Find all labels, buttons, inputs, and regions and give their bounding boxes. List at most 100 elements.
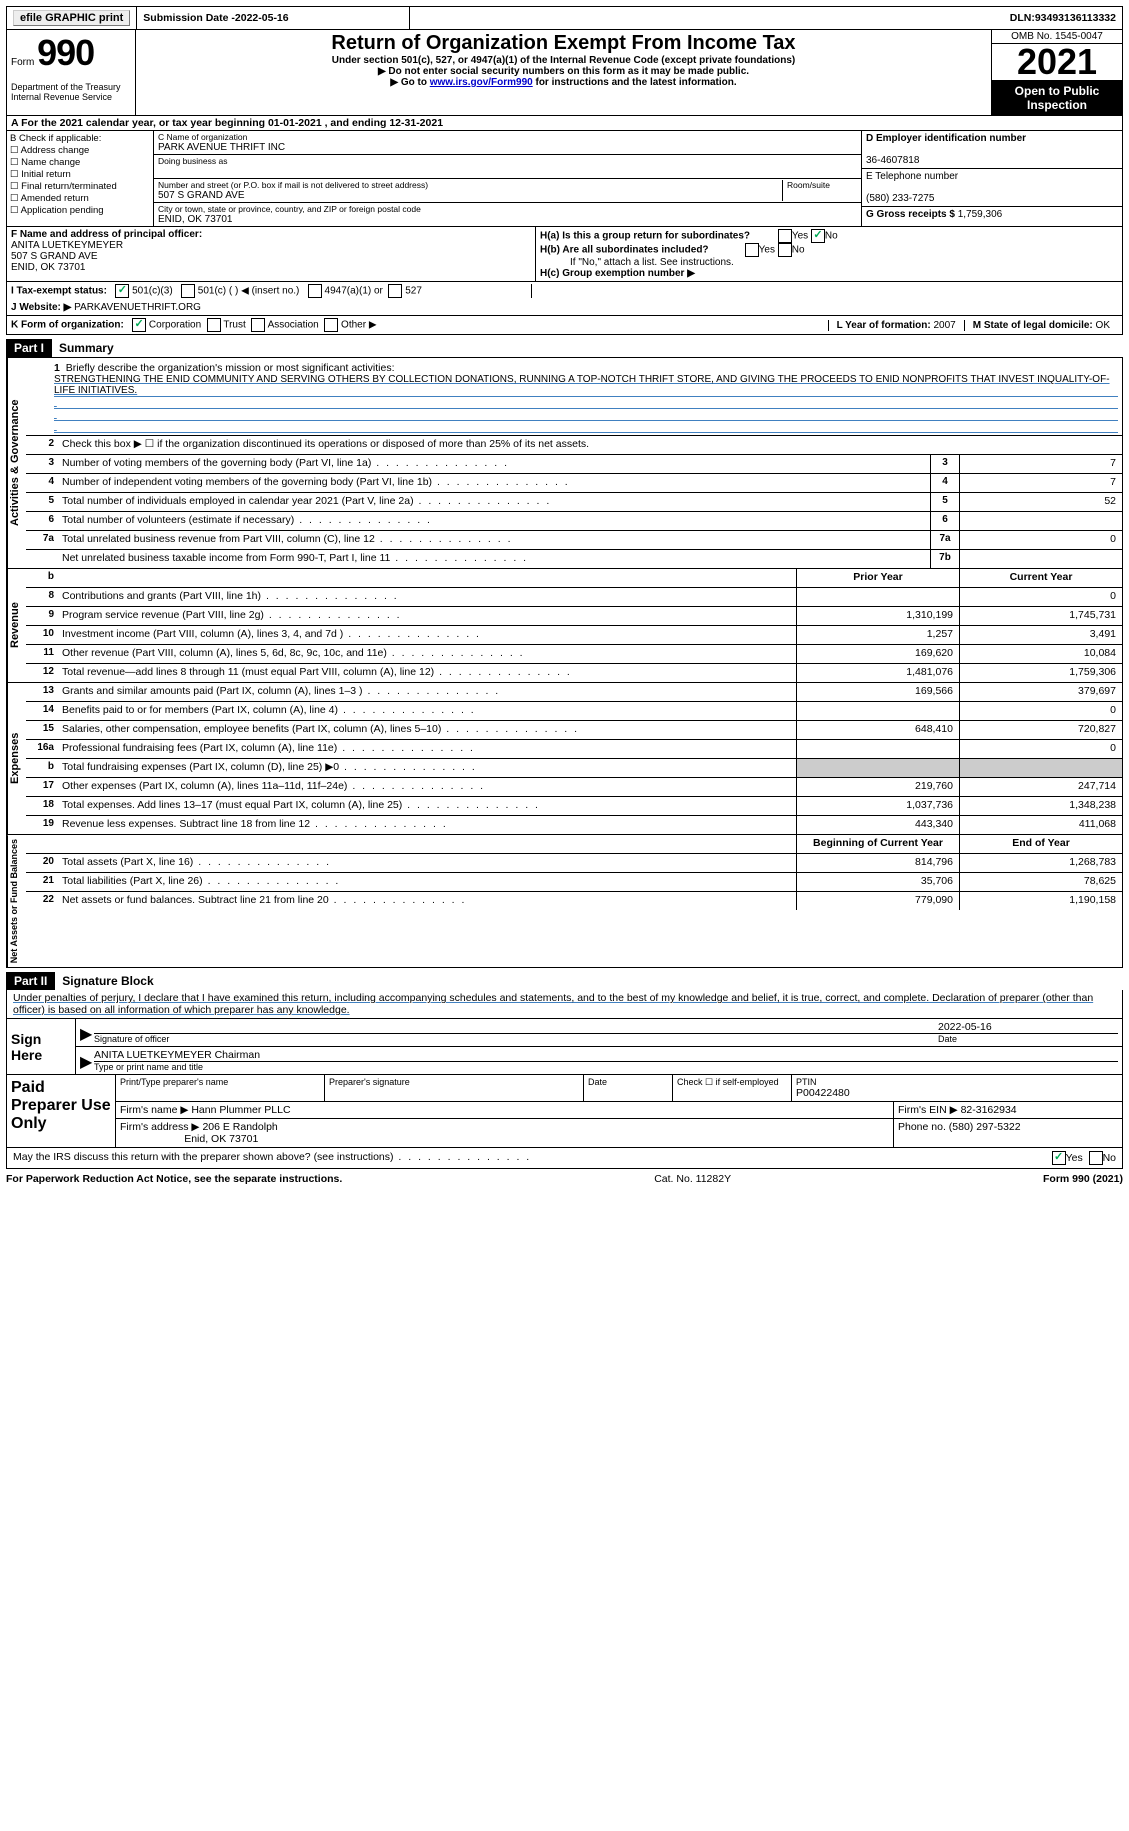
discuss-no[interactable]: [1089, 1151, 1103, 1165]
summary-row: bTotal fundraising expenses (Part IX, co…: [26, 759, 1122, 778]
phone-row: E Telephone number (580) 233-7275: [862, 169, 1122, 207]
firm-addr-label: Firm's address ▶: [120, 1121, 202, 1133]
summary-row: 18Total expenses. Add lines 13–17 (must …: [26, 797, 1122, 816]
org-name-label: C Name of organization: [158, 132, 857, 142]
gross-value: 1,759,306: [958, 209, 1003, 220]
check-self-employed[interactable]: Check ☐ if self-employed: [673, 1075, 792, 1101]
street-label: Number and street (or P.O. box if mail i…: [158, 180, 778, 190]
line2: Check this box ▶ ☐ if the organization d…: [58, 436, 1122, 454]
row-a-tax-year: A For the 2021 calendar year, or tax yea…: [6, 116, 1123, 131]
prep-date-label: Date: [584, 1075, 673, 1101]
cb-initial[interactable]: ☐ Initial return: [10, 169, 150, 180]
ck-corp[interactable]: [132, 318, 146, 332]
prep-phone: (580) 297-5322: [949, 1121, 1021, 1133]
ha-label: H(a) Is this a group return for subordin…: [540, 231, 750, 242]
row-i-status: I Tax-exempt status: 501(c)(3) 501(c) ( …: [6, 282, 1123, 300]
cb-amended[interactable]: ☐ Amended return: [10, 193, 150, 204]
ck-assoc[interactable]: [251, 318, 265, 332]
discuss-yes[interactable]: [1052, 1151, 1066, 1165]
gross-label: G Gross receipts $: [866, 209, 958, 220]
signature-section: Under penalties of perjury, I declare th…: [6, 990, 1123, 1169]
cb-final[interactable]: ☐ Final return/terminated: [10, 181, 150, 192]
identity-grid: B Check if applicable: ☐ Address change …: [6, 131, 1123, 227]
l-value: 2007: [933, 320, 955, 331]
col-prior: Prior Year: [796, 569, 959, 587]
no-ssn-note: ▶ Do not enter social security numbers o…: [140, 66, 987, 77]
ck-4947[interactable]: [308, 284, 322, 298]
form-header: Form 990 Department of the Treasury Inte…: [6, 30, 1123, 116]
ck-501c[interactable]: [181, 284, 195, 298]
dba-label: Doing business as: [158, 156, 857, 166]
ck-527[interactable]: [388, 284, 402, 298]
dept-treasury: Department of the Treasury Internal Reve…: [11, 82, 131, 102]
name-title-label: Type or print name and title: [94, 1062, 1118, 1072]
form-word: Form: [11, 57, 34, 68]
officer-addr1: 507 S GRAND AVE: [11, 251, 98, 262]
officer-label: F Name and address of principal officer:: [11, 229, 202, 240]
ck-501c3[interactable]: [115, 284, 129, 298]
ptin-label: PTIN: [796, 1077, 1118, 1087]
mission-text: STRENGTHENING THE ENID COMMUNITY AND SER…: [54, 374, 1118, 397]
summary-row: 7aTotal unrelated business revenue from …: [26, 531, 1122, 550]
firm-addr2: Enid, OK 73701: [184, 1133, 258, 1145]
firm-name-label: Firm's name ▶: [120, 1104, 191, 1116]
efile-graphic-btn[interactable]: efile GRAPHIC print: [13, 10, 130, 26]
cb-name[interactable]: ☐ Name change: [10, 157, 150, 168]
tax-year: 2021: [992, 44, 1122, 81]
col-current: Current Year: [959, 569, 1122, 587]
footer-mid: Cat. No. 11282Y: [654, 1173, 731, 1185]
hb-no[interactable]: [778, 243, 792, 257]
ein-label: D Employer identification number: [866, 133, 1026, 144]
ck-trust[interactable]: [207, 318, 221, 332]
prep-phone-label: Phone no.: [898, 1121, 949, 1133]
ha-yes[interactable]: [778, 229, 792, 243]
summary-row: 20Total assets (Part X, line 16)814,7961…: [26, 854, 1122, 873]
summary-row: 3Number of voting members of the governi…: [26, 455, 1122, 474]
part2-badge: Part II: [6, 972, 55, 990]
col-b-label: B Check if applicable:: [10, 133, 150, 144]
summary-row: 15Salaries, other compensation, employee…: [26, 721, 1122, 740]
ptin-value: P00422480: [796, 1087, 850, 1099]
m-label: M State of legal domicile:: [973, 320, 1096, 331]
group-return: H(a) Is this a group return for subordin…: [536, 227, 1122, 281]
summary-row: 13Grants and similar amounts paid (Part …: [26, 683, 1122, 702]
side-activities: Activities & Governance: [7, 358, 26, 568]
website-value: PARKAVENUETHRIFT.ORG: [74, 302, 201, 313]
expenses-section: Expenses 13Grants and similar amounts pa…: [6, 683, 1123, 835]
goto-link[interactable]: www.irs.gov/Form990: [430, 77, 533, 88]
ein-value: 36-4607818: [866, 155, 919, 166]
ha-no[interactable]: [811, 229, 825, 243]
efile-cell: efile GRAPHIC print: [7, 7, 137, 29]
part1-header-row: Part I Summary: [6, 335, 1123, 357]
summary-row: 9Program service revenue (Part VIII, lin…: [26, 607, 1122, 626]
col-b-checkboxes: B Check if applicable: ☐ Address change …: [7, 131, 154, 226]
summary-row: 21Total liabilities (Part X, line 26)35,…: [26, 873, 1122, 892]
net-section: Net Assets or Fund Balances Beginning of…: [6, 835, 1123, 968]
title-box: Return of Organization Exempt From Incom…: [136, 30, 992, 115]
city-label: City or town, state or province, country…: [158, 204, 857, 214]
room-label: Room/suite: [783, 180, 857, 201]
goto-pre: ▶ Go to: [390, 77, 429, 88]
side-expenses: Expenses: [7, 683, 26, 834]
perjury-text: Under penalties of perjury, I declare th…: [7, 990, 1122, 1018]
hb-yes[interactable]: [745, 243, 759, 257]
col-end: End of Year: [959, 835, 1122, 853]
officer-addr2: ENID, OK 73701: [11, 262, 85, 273]
goto-line: ▶ Go to www.irs.gov/Form990 for instruct…: [140, 77, 987, 88]
cb-address[interactable]: ☐ Address change: [10, 145, 150, 156]
org-name: PARK AVENUE THRIFT INC: [158, 142, 857, 153]
year-box: OMB No. 1545-0047 2021 Open to Public In…: [992, 30, 1122, 115]
part1-title: Summary: [59, 341, 114, 355]
ha-row: H(a) Is this a group return for subordin…: [540, 229, 1118, 243]
cb-application[interactable]: ☐ Application pending: [10, 205, 150, 216]
firm-addr1: 206 E Randolph: [202, 1121, 277, 1133]
dln-label: DLN:: [1010, 12, 1035, 24]
summary-row: 6Total number of volunteers (estimate if…: [26, 512, 1122, 531]
col-begin: Beginning of Current Year: [796, 835, 959, 853]
officer-name-title: ANITA LUETKEYMEYER Chairman: [94, 1049, 1118, 1062]
row-k-form-org: K Form of organization: Corporation Trus…: [6, 316, 1123, 335]
ck-other[interactable]: [324, 318, 338, 332]
form-990: 990: [37, 32, 94, 73]
phone-label: E Telephone number: [866, 171, 958, 182]
firm-ein-label: Firm's EIN ▶: [898, 1104, 961, 1116]
